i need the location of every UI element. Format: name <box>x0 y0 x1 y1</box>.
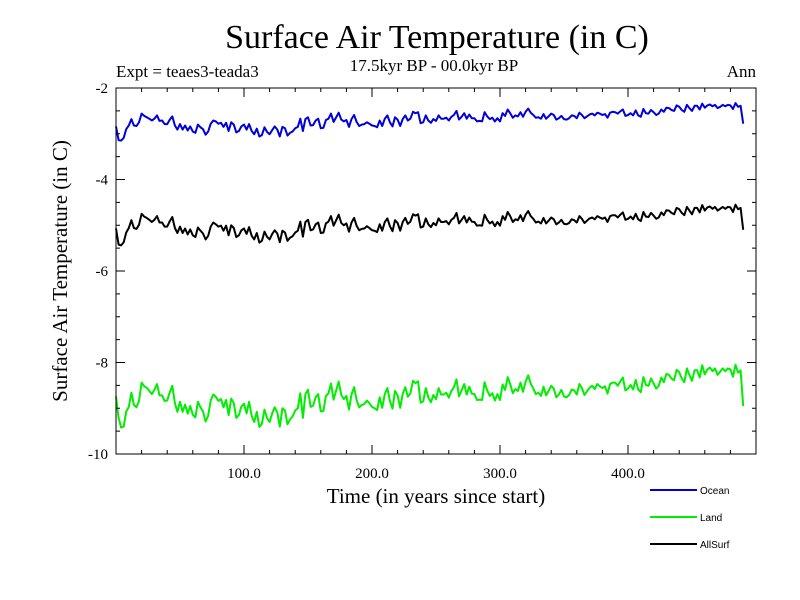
x-tick-label: 300.0 <box>483 466 517 482</box>
x-tick-label: 400.0 <box>611 466 645 482</box>
x-tick-label: 200.0 <box>355 466 389 482</box>
x-tick-label: 100.0 <box>227 466 261 482</box>
experiment-label: Expt = teaes3-teada3 <box>116 62 259 81</box>
series-line-land <box>115 363 745 429</box>
y-tick-label: -6 <box>96 264 109 280</box>
series-layer <box>115 102 745 429</box>
y-tick-label: -10 <box>88 447 108 463</box>
x-axis-label: Time (in years since start) <box>327 484 546 508</box>
legend: Ocean Land AllSurf <box>650 486 730 551</box>
chart-subtitle: 17.5kyr BP - 00.0kyr BP <box>350 56 518 75</box>
series-line-ocean <box>115 102 745 142</box>
series-line-allsurf <box>115 203 745 247</box>
legend-label-land: Land <box>700 513 722 524</box>
legend-label-allsurf: AllSurf <box>700 540 730 551</box>
legend-label-ocean: Ocean <box>700 486 729 497</box>
chart-title: Surface Air Temperature (in C) <box>225 19 649 56</box>
y-axis-label: Surface Air Temperature (in C) <box>48 140 72 402</box>
axis-layer: 100.0 200.0 300.0 400.0 -10 -8 -6 -4 -2 <box>88 81 756 482</box>
y-tick-label: -2 <box>96 81 109 97</box>
season-label: Ann <box>727 62 757 81</box>
y-tick-label: -4 <box>96 173 109 189</box>
y-tick-label: -8 <box>96 356 109 372</box>
